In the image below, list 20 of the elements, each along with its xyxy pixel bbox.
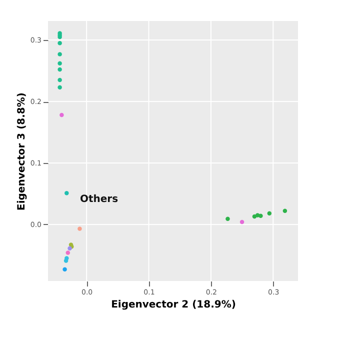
point xyxy=(226,216,230,222)
point xyxy=(58,52,62,56)
point xyxy=(64,190,69,196)
point xyxy=(267,211,272,216)
point xyxy=(240,220,244,224)
point xyxy=(78,226,82,231)
point xyxy=(58,41,62,46)
x-axis-title: Eigenvector 2 (18.9%) xyxy=(111,300,236,310)
point xyxy=(66,250,70,255)
point xyxy=(58,78,62,82)
point xyxy=(282,208,288,214)
point xyxy=(62,267,67,272)
point xyxy=(58,61,62,66)
point xyxy=(60,112,64,118)
annotation: Others xyxy=(80,194,118,205)
point xyxy=(258,214,263,218)
point xyxy=(64,258,68,263)
point xyxy=(58,67,62,72)
point xyxy=(58,85,62,90)
y-axis-title: Eigenvector 3 (8.8%) xyxy=(16,92,28,210)
